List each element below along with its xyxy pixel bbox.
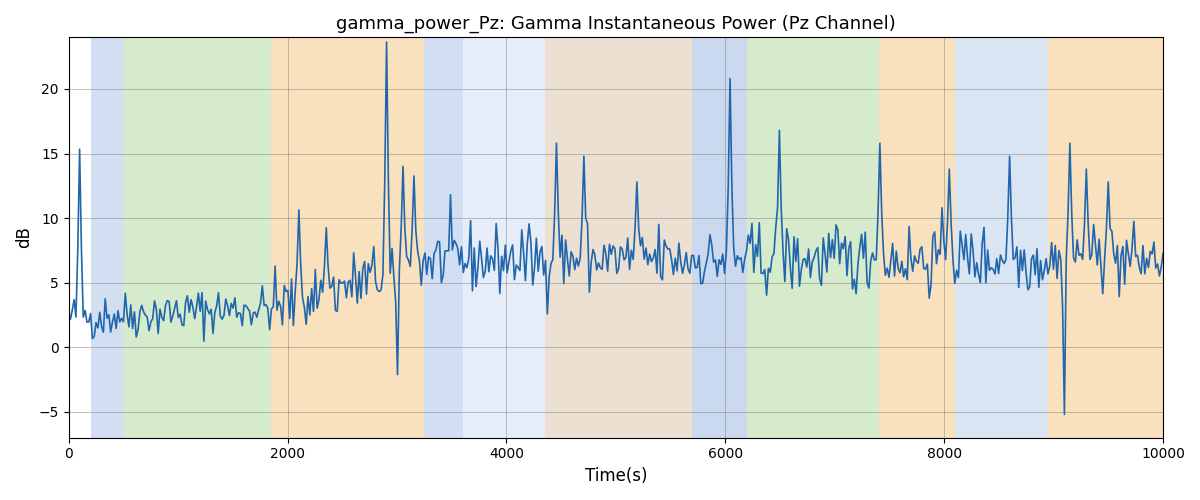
Bar	[463, 38, 692, 438]
Bar	[545, 38, 692, 438]
Bar	[90, 38, 124, 438]
Bar	[878, 38, 955, 438]
Bar	[748, 38, 878, 438]
Y-axis label: dB: dB	[16, 226, 34, 248]
Bar	[692, 38, 748, 438]
X-axis label: Time(s): Time(s)	[584, 467, 647, 485]
Bar	[425, 38, 463, 438]
Bar	[271, 38, 425, 438]
Bar	[1048, 38, 1163, 438]
Bar	[124, 38, 271, 438]
Title: gamma_power_Pz: Gamma Instantaneous Power (Pz Channel): gamma_power_Pz: Gamma Instantaneous Powe…	[336, 15, 895, 34]
Bar	[955, 38, 1048, 438]
